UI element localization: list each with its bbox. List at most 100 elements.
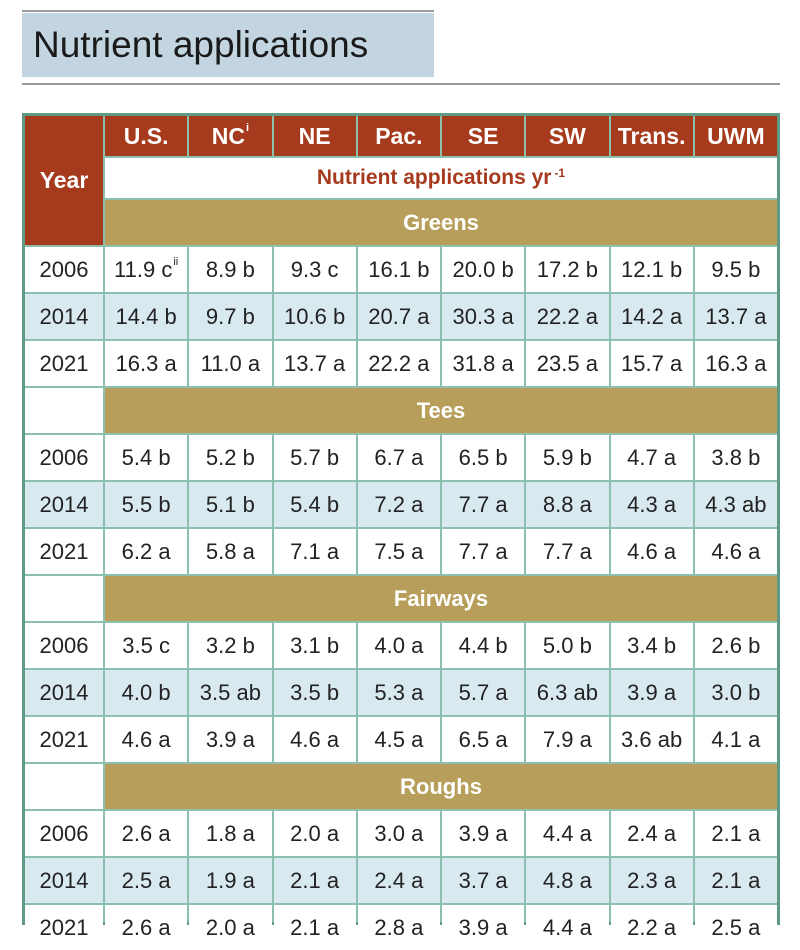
- data-cell: 4.6 a: [694, 529, 777, 574]
- data-cell-text: 5.8 a: [205, 538, 255, 564]
- data-cell-text: 3.2 b: [205, 632, 255, 658]
- data-cell-text: 5.7 b: [290, 444, 340, 470]
- data-cell: 4.3 ab: [694, 482, 777, 527]
- data-cell-text: 4.5 a: [374, 726, 424, 752]
- data-cell: 3.9 a: [189, 717, 272, 762]
- data-cell-footnote: ii: [173, 256, 179, 268]
- data-cell-text: 3.9 a: [627, 679, 677, 705]
- data-cell: 16.1 b: [357, 247, 440, 292]
- data-cell: 5.8 a: [189, 529, 272, 574]
- data-cell-text: 14.2 a: [621, 303, 683, 329]
- year-cell-text: 2014: [39, 491, 89, 517]
- data-cell: 9.7 b: [189, 294, 272, 339]
- data-cell: 3.0 a: [357, 811, 440, 856]
- data-cell: 2.4 a: [610, 811, 693, 856]
- year-cell: 2014: [25, 670, 103, 715]
- data-cell: 7.2 a: [357, 482, 440, 527]
- data-cell: 3.5 ab: [189, 670, 272, 715]
- data-cell: 4.4 a: [526, 811, 609, 856]
- data-cell-text: 2.2 a: [627, 914, 677, 940]
- data-cell: 4.6 a: [273, 717, 356, 762]
- data-cell: 3.7 a: [442, 858, 525, 903]
- data-cell-text: 5.4 b: [290, 491, 340, 517]
- data-cell-text: 4.6 a: [711, 538, 761, 564]
- data-cell: 3.0 b: [694, 670, 777, 715]
- data-cell-text: 2.1 a: [290, 867, 340, 893]
- data-cell-text: 3.1 b: [290, 632, 340, 658]
- data-cell: 3.5 b: [273, 670, 356, 715]
- data-cell: 2.5 a: [105, 858, 188, 903]
- data-cell-text: 3.9 a: [458, 914, 508, 940]
- section-header-text: Roughs: [400, 773, 482, 799]
- region-header: U.S.: [105, 116, 188, 156]
- data-cell: 4.3 a: [610, 482, 693, 527]
- data-cell-text: 5.7 a: [458, 679, 508, 705]
- data-cell: 6.5 b: [442, 435, 525, 480]
- data-cell-text: 5.5 b: [121, 491, 171, 517]
- year-cell: 2021: [25, 717, 103, 762]
- data-cell: 5.7 b: [273, 435, 356, 480]
- section-spacer: [25, 576, 103, 621]
- data-cell-text: 11.0 a: [200, 350, 261, 376]
- data-cell-text: 16.3 a: [705, 350, 767, 376]
- data-cell: 3.9 a: [442, 811, 525, 856]
- data-cell: 13.7 a: [694, 294, 777, 339]
- data-cell: 3.1 b: [273, 623, 356, 668]
- data-cell: 23.5 a: [526, 341, 609, 386]
- year-cell: 2014: [25, 482, 103, 527]
- section-header: Fairways: [105, 576, 777, 621]
- page-title: Nutrient applications: [22, 13, 434, 77]
- data-cell-text: 6.5 a: [458, 726, 508, 752]
- data-cell: 2.8 a: [357, 905, 440, 950]
- data-cell: 7.7 a: [442, 482, 525, 527]
- region-header-text: Trans.: [617, 122, 686, 149]
- data-cell-text: 1.9 a: [205, 867, 255, 893]
- region-header-text: UWM: [707, 122, 765, 149]
- data-cell: 4.4 a: [526, 905, 609, 950]
- year-cell: 2014: [25, 858, 103, 903]
- data-cell: 5.5 b: [105, 482, 188, 527]
- data-cell-text: 2.0 a: [290, 820, 340, 846]
- data-cell: 1.9 a: [189, 858, 272, 903]
- data-cell-text: 5.9 b: [542, 444, 592, 470]
- data-cell: 2.1 a: [694, 858, 777, 903]
- data-cell-text: 2.1 a: [290, 914, 340, 940]
- year-cell-text: 2021: [39, 350, 89, 376]
- data-cell-text: 7.7 a: [542, 538, 592, 564]
- data-cell: 3.2 b: [189, 623, 272, 668]
- data-cell-text: 2.8 a: [374, 914, 424, 940]
- year-cell-text: 2014: [39, 679, 89, 705]
- region-header: Trans.: [610, 116, 693, 156]
- data-cell-text: 5.2 b: [205, 444, 255, 470]
- year-column-header: Year: [25, 116, 103, 245]
- data-cell: 11.9 c ii: [105, 247, 188, 292]
- data-cell-text: 4.0 b: [121, 679, 171, 705]
- data-cell: 2.1 a: [694, 811, 777, 856]
- data-cell-text: 2.1 a: [711, 820, 761, 846]
- data-cell-text: 22.2 a: [536, 303, 598, 329]
- data-cell-text: 23.5 a: [536, 350, 598, 376]
- year-cell-text: 2006: [39, 444, 89, 470]
- data-cell-text: 4.7 a: [627, 444, 677, 470]
- data-cell-text: 17.2 b: [536, 256, 598, 282]
- year-cell: 2021: [25, 529, 103, 574]
- year-cell: 2014: [25, 294, 103, 339]
- data-cell-text: 7.9 a: [542, 726, 592, 752]
- data-cell-text: 3.9 a: [205, 726, 255, 752]
- data-cell: 4.0 b: [105, 670, 188, 715]
- data-cell: 1.8 a: [189, 811, 272, 856]
- data-cell-text: 4.3 a: [627, 491, 677, 517]
- data-cell-text: 4.1 a: [711, 726, 761, 752]
- data-cell: 5.9 b: [526, 435, 609, 480]
- data-cell: 3.9 a: [610, 670, 693, 715]
- region-header-text: Pac.: [375, 122, 423, 149]
- units-header: Nutrient applications yr -1: [105, 158, 777, 198]
- data-cell: 7.9 a: [526, 717, 609, 762]
- data-cell: 12.1 b: [610, 247, 693, 292]
- data-cell-text: 4.6 a: [627, 538, 677, 564]
- data-cell-text: 11.9 c: [114, 256, 173, 282]
- title-bottom-rule: [22, 83, 780, 85]
- data-cell-text: 5.1 b: [205, 491, 255, 517]
- nutrient-table: Year U.S. NC i NE Pac. SE SW Trans. UWM Nutrient …: [22, 113, 780, 950]
- data-cell-text: 4.6 a: [290, 726, 340, 752]
